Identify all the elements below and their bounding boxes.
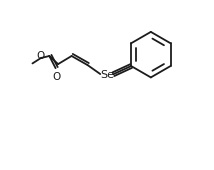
Text: O: O (36, 51, 44, 61)
Text: Se: Se (100, 70, 114, 80)
Text: O: O (52, 72, 61, 82)
